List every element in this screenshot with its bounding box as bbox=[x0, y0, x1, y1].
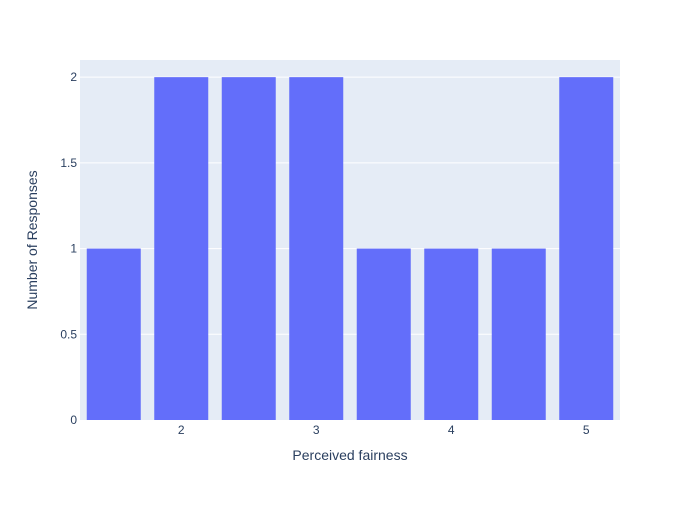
x-axis-ticks: 2 3 4 5 bbox=[178, 423, 590, 437]
bar[interactable] bbox=[491, 248, 546, 420]
y-tick-label: 0 bbox=[70, 413, 77, 427]
bars bbox=[86, 77, 614, 421]
y-tick-label: 2 bbox=[70, 70, 77, 84]
bar[interactable] bbox=[154, 77, 209, 421]
x-tick-label: 5 bbox=[583, 423, 590, 437]
y-tick-label: 1 bbox=[70, 242, 77, 256]
x-tick-label: 3 bbox=[313, 423, 320, 437]
bar[interactable] bbox=[221, 77, 276, 421]
bar[interactable] bbox=[289, 77, 344, 421]
bar[interactable] bbox=[424, 248, 479, 420]
x-tick-label: 4 bbox=[448, 423, 455, 437]
x-tick-label: 2 bbox=[178, 423, 185, 437]
x-axis-title: Perceived fairness bbox=[292, 447, 407, 463]
y-tick-label: 0.5 bbox=[60, 327, 77, 341]
bar[interactable] bbox=[559, 77, 614, 421]
bar[interactable] bbox=[356, 248, 411, 420]
y-axis-ticks: 0 0.5 1 1.5 2 bbox=[60, 70, 77, 427]
y-tick-label: 1.5 bbox=[60, 156, 77, 170]
bar[interactable] bbox=[86, 248, 141, 420]
y-axis-title: Number of Responses bbox=[24, 170, 40, 309]
